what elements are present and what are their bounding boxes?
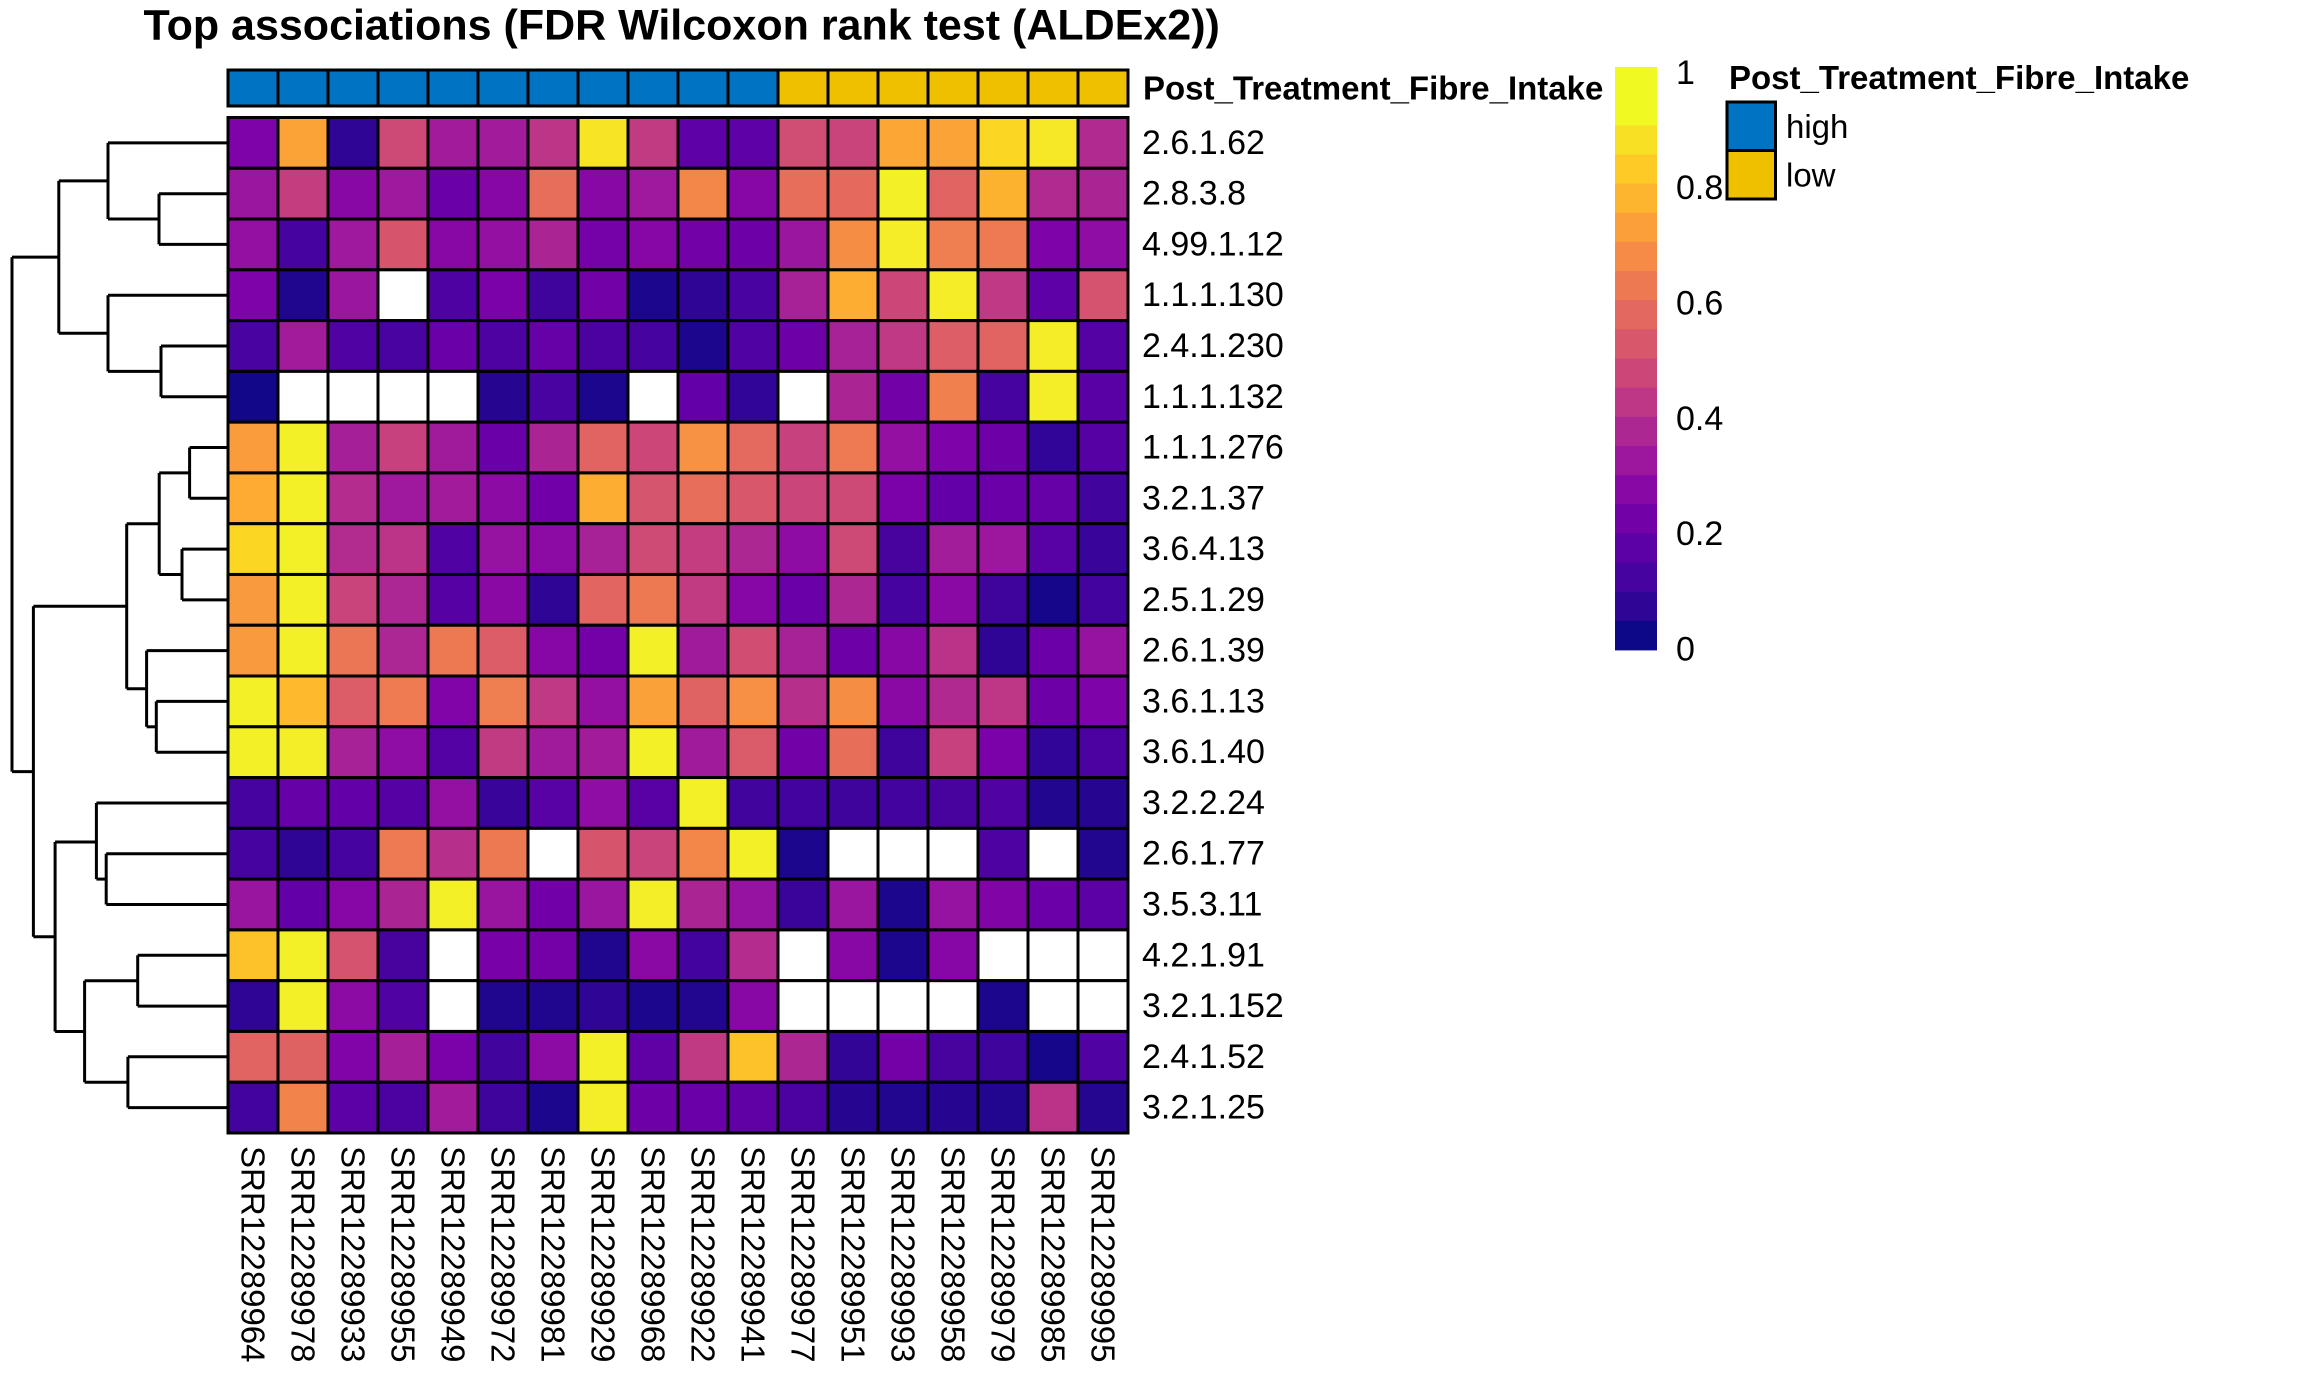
svg-text:Post_Treatment_Fibre_Intake: Post_Treatment_Fibre_Intake xyxy=(1143,70,1603,107)
svg-text:SRR12289979: SRR12289979 xyxy=(985,1146,1022,1363)
svg-text:1.1.1.132: 1.1.1.132 xyxy=(1142,378,1284,416)
svg-text:SRR12289922: SRR12289922 xyxy=(685,1146,722,1363)
svg-text:3.2.1.25: 3.2.1.25 xyxy=(1142,1089,1265,1127)
svg-text:SRR12289933: SRR12289933 xyxy=(335,1146,372,1363)
svg-text:SRR12289951: SRR12289951 xyxy=(835,1146,872,1363)
svg-text:4.99.1.12: 4.99.1.12 xyxy=(1142,225,1284,263)
svg-text:SRR12289981: SRR12289981 xyxy=(535,1146,572,1363)
svg-text:0.6: 0.6 xyxy=(1676,285,1723,323)
svg-text:SRR12289995: SRR12289995 xyxy=(1085,1146,1122,1363)
svg-text:2.4.1.52: 2.4.1.52 xyxy=(1142,1038,1265,1076)
svg-text:2.6.1.62: 2.6.1.62 xyxy=(1142,124,1265,162)
svg-text:2.6.1.39: 2.6.1.39 xyxy=(1142,632,1265,670)
svg-text:SRR12289949: SRR12289949 xyxy=(435,1146,472,1363)
svg-text:high: high xyxy=(1786,108,1848,145)
svg-text:low: low xyxy=(1786,156,1836,193)
svg-text:0.4: 0.4 xyxy=(1676,400,1723,438)
svg-text:SRR12289958: SRR12289958 xyxy=(935,1146,972,1363)
svg-text:1: 1 xyxy=(1676,54,1695,92)
svg-text:Top associations (FDR Wilcoxon: Top associations (FDR Wilcoxon rank test… xyxy=(144,2,1220,50)
svg-text:0.8: 0.8 xyxy=(1676,169,1723,207)
svg-text:0: 0 xyxy=(1676,630,1695,668)
svg-text:1.1.1.130: 1.1.1.130 xyxy=(1142,276,1284,314)
svg-text:SRR12289977: SRR12289977 xyxy=(785,1146,822,1363)
svg-text:Post_Treatment_Fibre_Intake: Post_Treatment_Fibre_Intake xyxy=(1729,59,2189,96)
svg-text:2.5.1.29: 2.5.1.29 xyxy=(1142,581,1265,619)
svg-text:3.2.1.152: 3.2.1.152 xyxy=(1142,987,1284,1025)
svg-text:SRR12289968: SRR12289968 xyxy=(635,1146,672,1363)
svg-text:SRR12289972: SRR12289972 xyxy=(485,1146,522,1363)
svg-text:SRR12289978: SRR12289978 xyxy=(285,1146,322,1363)
svg-text:SRR12289964: SRR12289964 xyxy=(235,1146,272,1363)
svg-text:3.2.1.37: 3.2.1.37 xyxy=(1142,479,1265,517)
svg-text:3.5.3.11: 3.5.3.11 xyxy=(1142,886,1262,924)
svg-text:0.2: 0.2 xyxy=(1676,515,1723,553)
svg-text:3.2.2.24: 3.2.2.24 xyxy=(1142,784,1265,822)
svg-text:3.6.1.40: 3.6.1.40 xyxy=(1142,733,1265,771)
svg-text:SRR12289985: SRR12289985 xyxy=(1035,1146,1072,1363)
svg-text:SRR12289955: SRR12289955 xyxy=(385,1146,422,1363)
svg-text:3.6.1.13: 3.6.1.13 xyxy=(1142,682,1265,720)
svg-text:2.8.3.8: 2.8.3.8 xyxy=(1142,175,1246,213)
svg-text:SRR12289993: SRR12289993 xyxy=(885,1146,922,1363)
svg-text:4.2.1.91: 4.2.1.91 xyxy=(1142,936,1265,974)
svg-text:1.1.1.276: 1.1.1.276 xyxy=(1142,429,1284,467)
svg-text:SRR12289941: SRR12289941 xyxy=(735,1146,772,1363)
svg-text:2.4.1.230: 2.4.1.230 xyxy=(1142,327,1284,365)
svg-text:3.6.4.13: 3.6.4.13 xyxy=(1142,530,1265,568)
svg-text:SRR12289929: SRR12289929 xyxy=(585,1146,622,1363)
svg-text:2.6.1.77: 2.6.1.77 xyxy=(1142,835,1265,873)
